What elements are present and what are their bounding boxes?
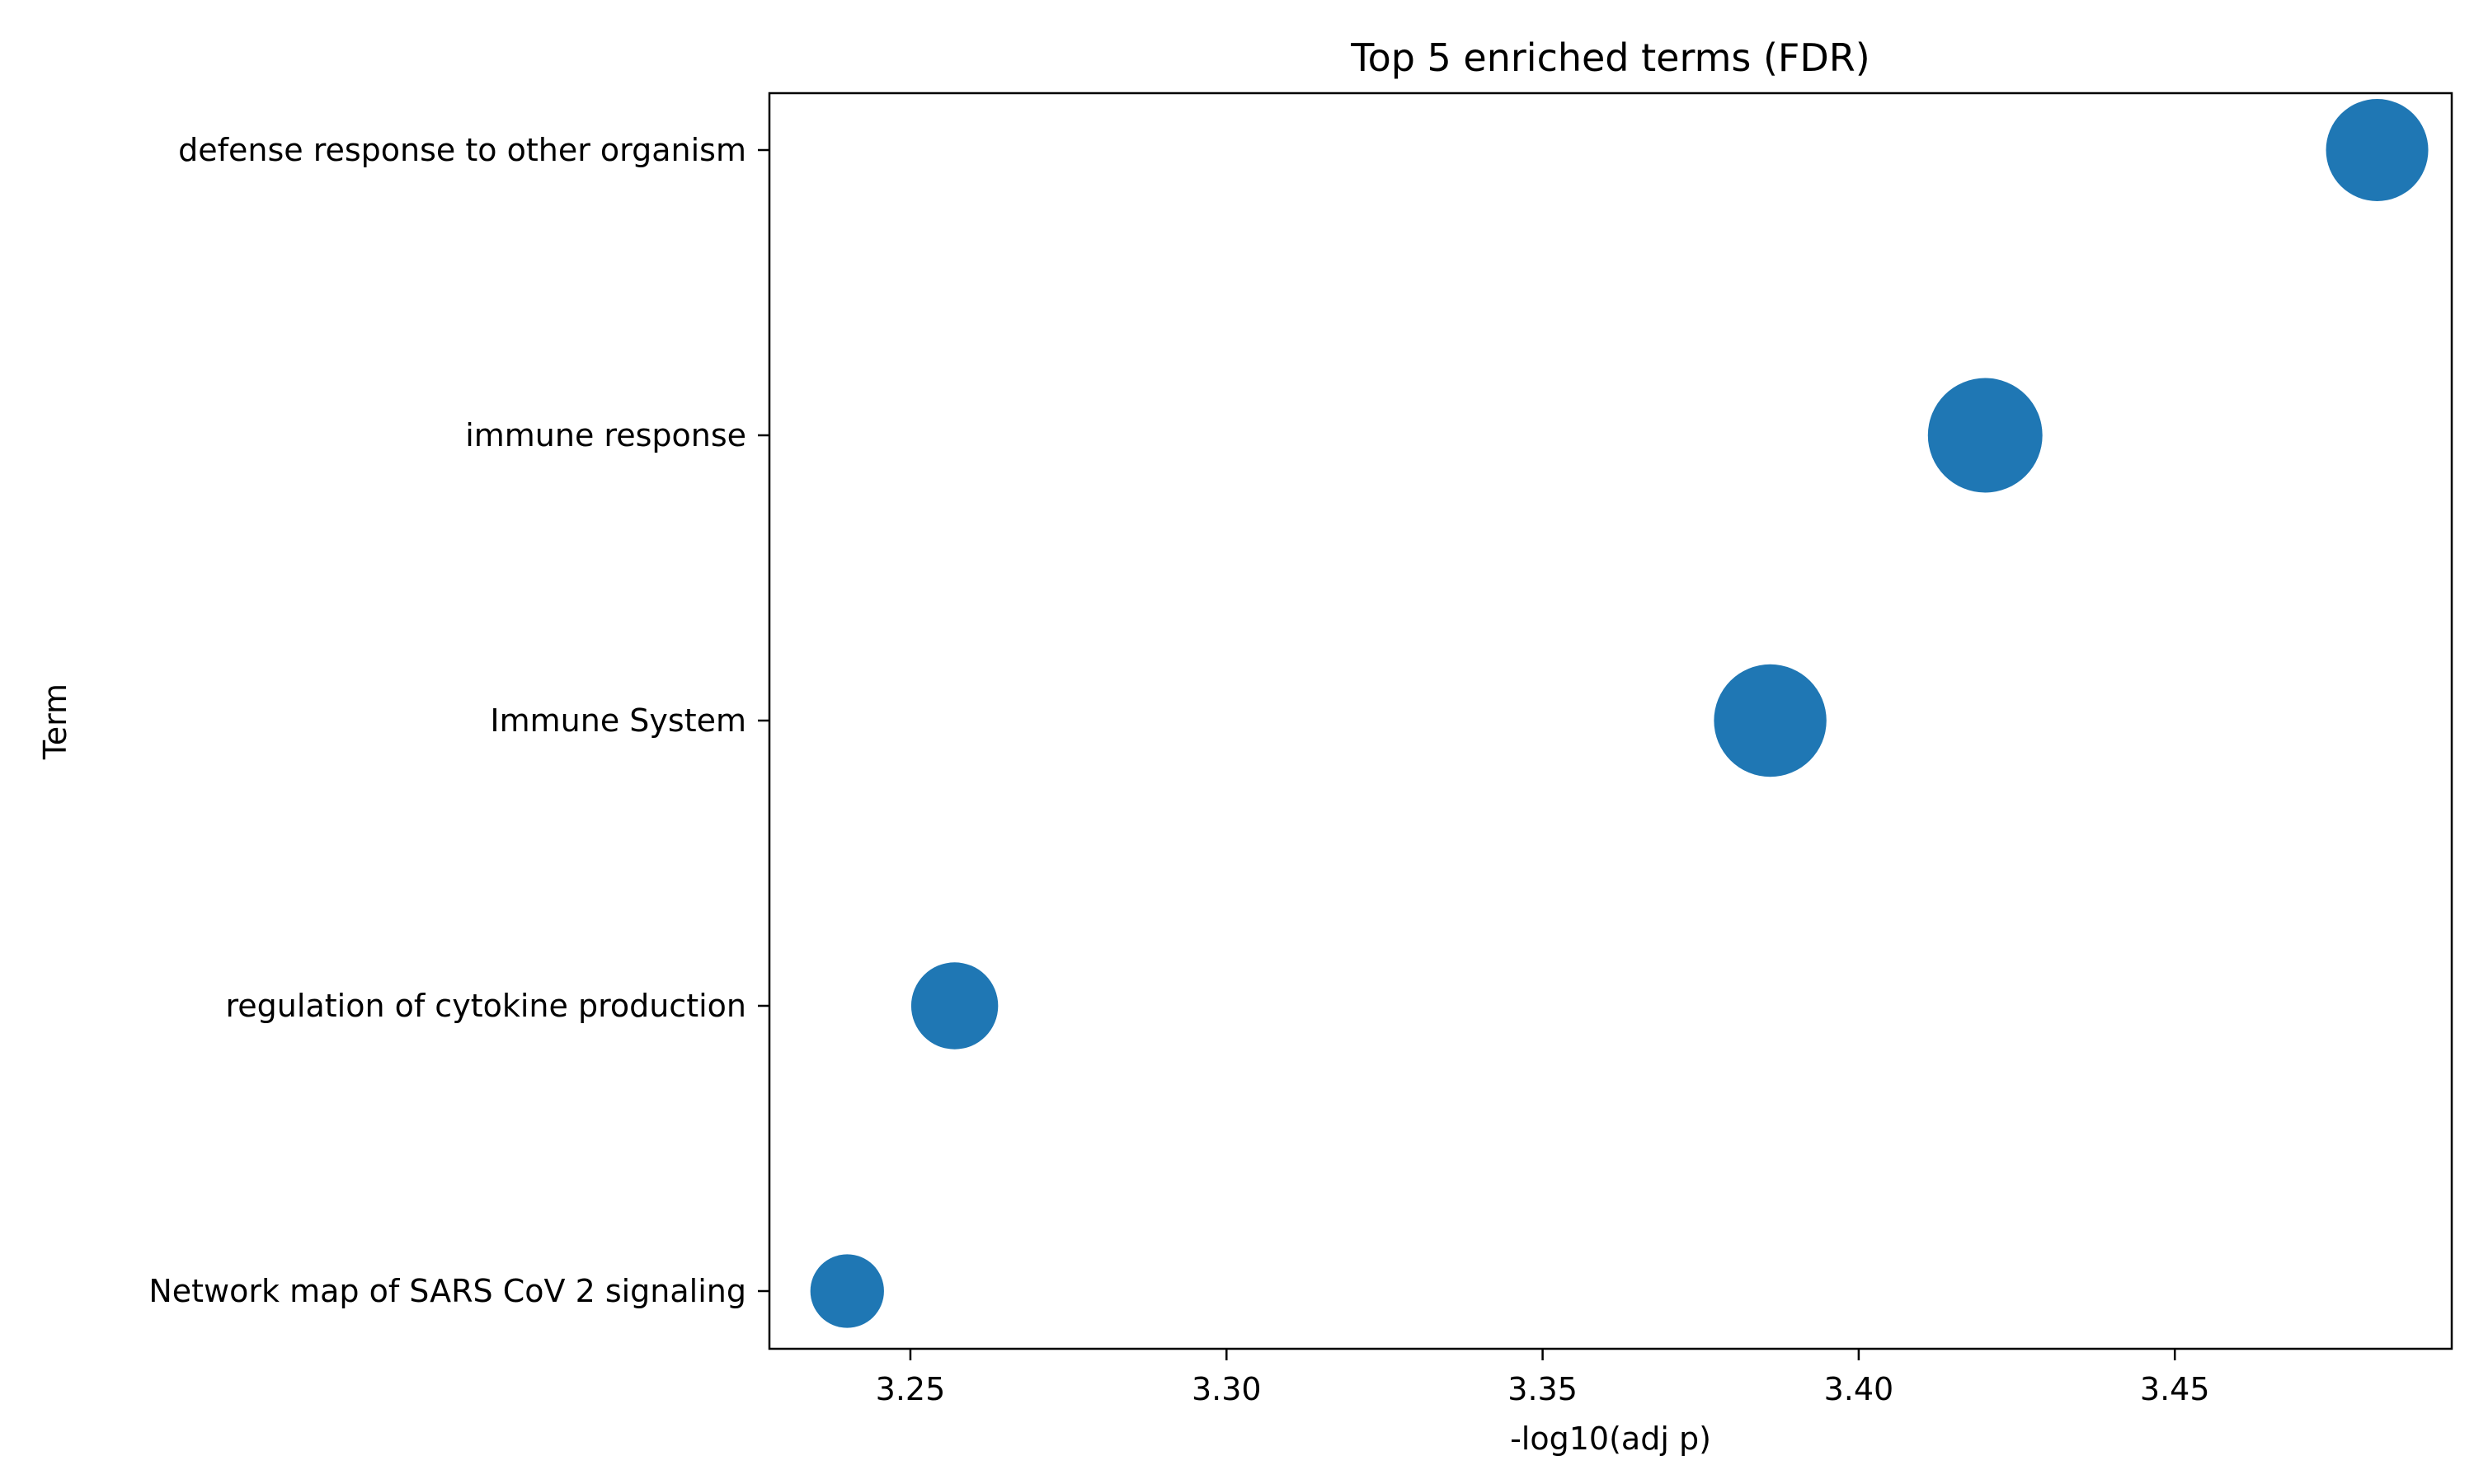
chart-title: Top 5 enriched terms (FDR) xyxy=(1350,35,1870,80)
y-tick-label: Network map of SARS CoV 2 signaling xyxy=(148,1273,746,1309)
x-axis-ticks: 3.25 3.30 3.35 3.40 3.45 xyxy=(876,1349,2210,1407)
x-tick-label: 3.40 xyxy=(1824,1371,1894,1407)
x-tick-label: 3.30 xyxy=(1192,1371,1262,1407)
y-axis-label: Term xyxy=(37,683,73,760)
y-axis-ticks: defense response to other organism immune… xyxy=(148,132,769,1309)
x-axis-label: -log10(adj p) xyxy=(1510,1421,1711,1457)
x-tick-label: 3.45 xyxy=(2140,1371,2210,1407)
y-tick-label: Immune System xyxy=(490,702,746,739)
data-point xyxy=(2326,99,2429,201)
x-tick-label: 3.35 xyxy=(1507,1371,1578,1407)
data-point xyxy=(1714,664,1827,777)
data-point xyxy=(910,962,999,1050)
plot-area-frame xyxy=(768,92,2453,1350)
y-tick-label: immune response xyxy=(465,417,746,453)
x-tick-label: 3.25 xyxy=(876,1371,946,1407)
y-tick-label: regulation of cytokine production xyxy=(226,988,746,1024)
data-point xyxy=(1927,378,2043,493)
data-point xyxy=(810,1254,884,1328)
data-points xyxy=(810,99,2429,1328)
y-tick-label: defense response to other organism xyxy=(178,132,746,168)
